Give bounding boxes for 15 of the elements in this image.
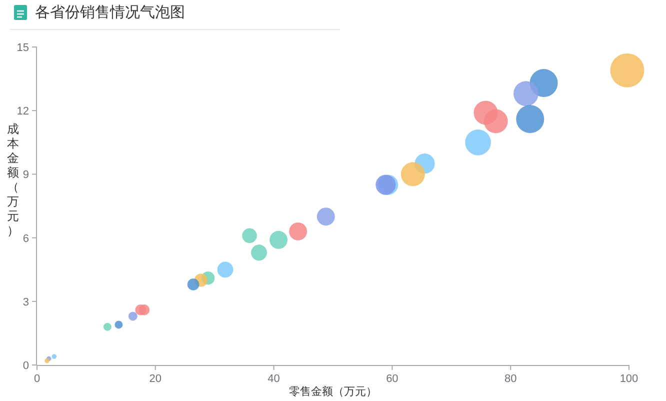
x-tick-label: 80 — [504, 373, 517, 385]
x-axis-title: 零售金额（万元） — [289, 385, 377, 398]
y-axis-title: 成本金额（万元） — [7, 122, 19, 238]
chart-title: 各省份销售情况气泡图 — [35, 4, 185, 21]
x-tick-label: 0 — [34, 373, 40, 385]
y-tick-label: 0 — [22, 360, 29, 372]
y-tick-label: 15 — [16, 42, 29, 54]
y-tick-label: 9 — [22, 169, 29, 182]
y-tick-label: 12 — [16, 106, 29, 118]
x-tick-label: 20 — [149, 373, 162, 385]
x-tick-label: 100 — [620, 373, 638, 385]
x-tick-label: 40 — [268, 373, 280, 385]
x-tick-label: 60 — [386, 373, 398, 385]
y-tick-label: 6 — [22, 232, 29, 245]
y-tick-label: 3 — [22, 296, 29, 308]
